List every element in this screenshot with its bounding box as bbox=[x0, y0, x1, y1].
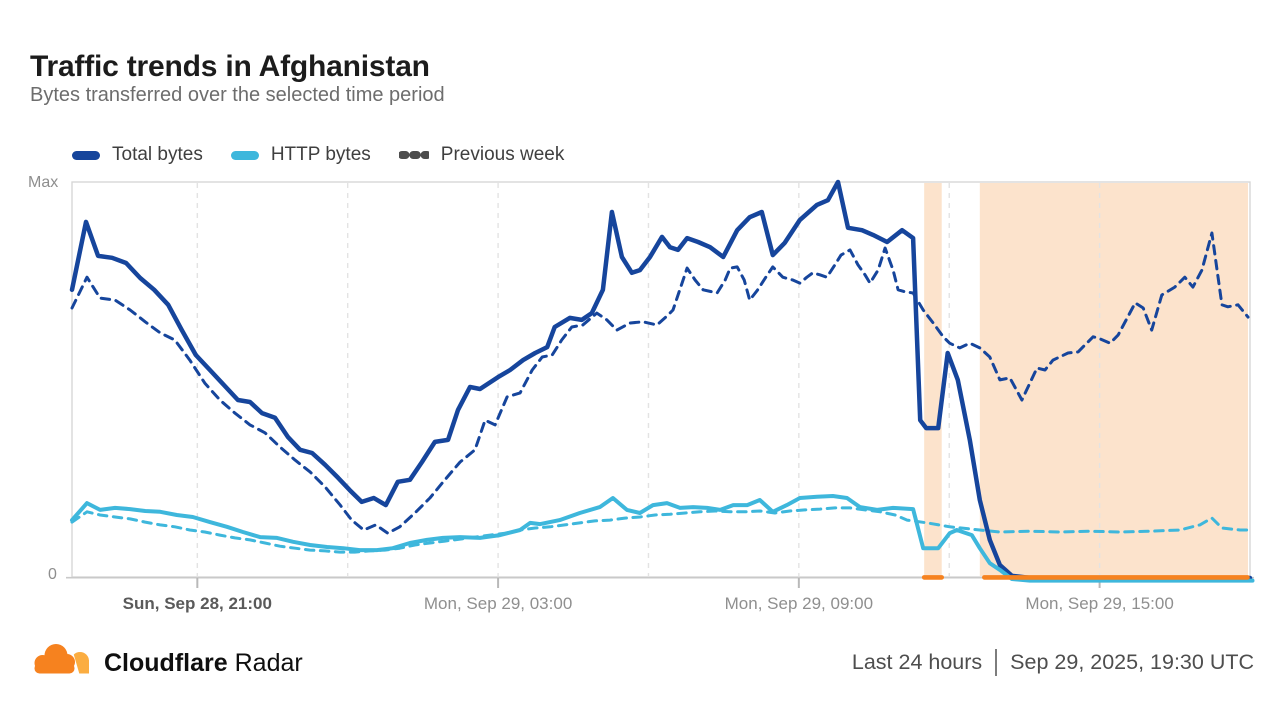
brand-radar: Radar bbox=[234, 649, 303, 677]
legend-label: HTTP bytes bbox=[270, 144, 371, 165]
cloudflare-logo-icon bbox=[34, 644, 89, 676]
divider bbox=[995, 648, 998, 676]
page-subtitle: Bytes transferred over the selected time… bbox=[30, 84, 445, 106]
chart-legend: Total bytes HTTP bytes Previous week bbox=[72, 142, 564, 168]
anomaly-band bbox=[924, 183, 942, 576]
brand-cloudflare: Cloudflare bbox=[104, 649, 228, 677]
previous-week-dashed-swatch-icon bbox=[398, 151, 429, 159]
page-title: Traffic trends in Afghanistan bbox=[30, 50, 430, 84]
time-range-info: Last 24 hours Sep 29, 2025, 19:30 UTC bbox=[852, 646, 1254, 678]
legend-label: Previous week bbox=[440, 144, 565, 165]
x-tick-label-2: Mon, Sep 29, 03:00 bbox=[423, 594, 573, 613]
timestamp-label: Sep 29, 2025, 19:30 UTC bbox=[1010, 650, 1254, 674]
series-http-bytes bbox=[70, 494, 1255, 583]
legend-item-total-bytes[interactable]: Total bytes bbox=[72, 144, 203, 166]
legend-item-http-bytes[interactable]: HTTP bytes bbox=[230, 144, 371, 166]
time-range-label: Last 24 hours bbox=[851, 650, 983, 674]
series-total-bytes-previous-week- bbox=[70, 231, 1250, 535]
y-axis-zero-label: 0 bbox=[48, 566, 57, 583]
legend-item-previous-week[interactable]: Previous week bbox=[398, 144, 565, 166]
series-total-bytes bbox=[69, 179, 1253, 581]
anomaly-band bbox=[979, 183, 1248, 576]
legend-label: Total bytes bbox=[112, 144, 203, 165]
x-tick-label-4: Mon, Sep 29, 15:00 bbox=[1025, 594, 1174, 613]
brand-wordmark: Cloudflare Radar bbox=[104, 645, 303, 681]
x-tick-label-3: Mon, Sep 29, 09:00 bbox=[724, 594, 874, 613]
total-bytes-swatch-icon bbox=[72, 150, 100, 160]
series-http-bytes-previous-week- bbox=[70, 506, 1252, 554]
x-tick-label-1: Sun, Sep 28, 21:00 bbox=[122, 594, 272, 613]
http-bytes-swatch-icon bbox=[230, 150, 259, 160]
y-axis-max-label: Max bbox=[28, 174, 59, 191]
